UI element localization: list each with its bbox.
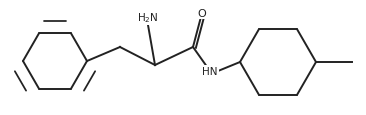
Text: O: O [198, 9, 206, 19]
Text: H$_2$N: H$_2$N [137, 11, 159, 25]
Text: HN: HN [202, 66, 218, 76]
